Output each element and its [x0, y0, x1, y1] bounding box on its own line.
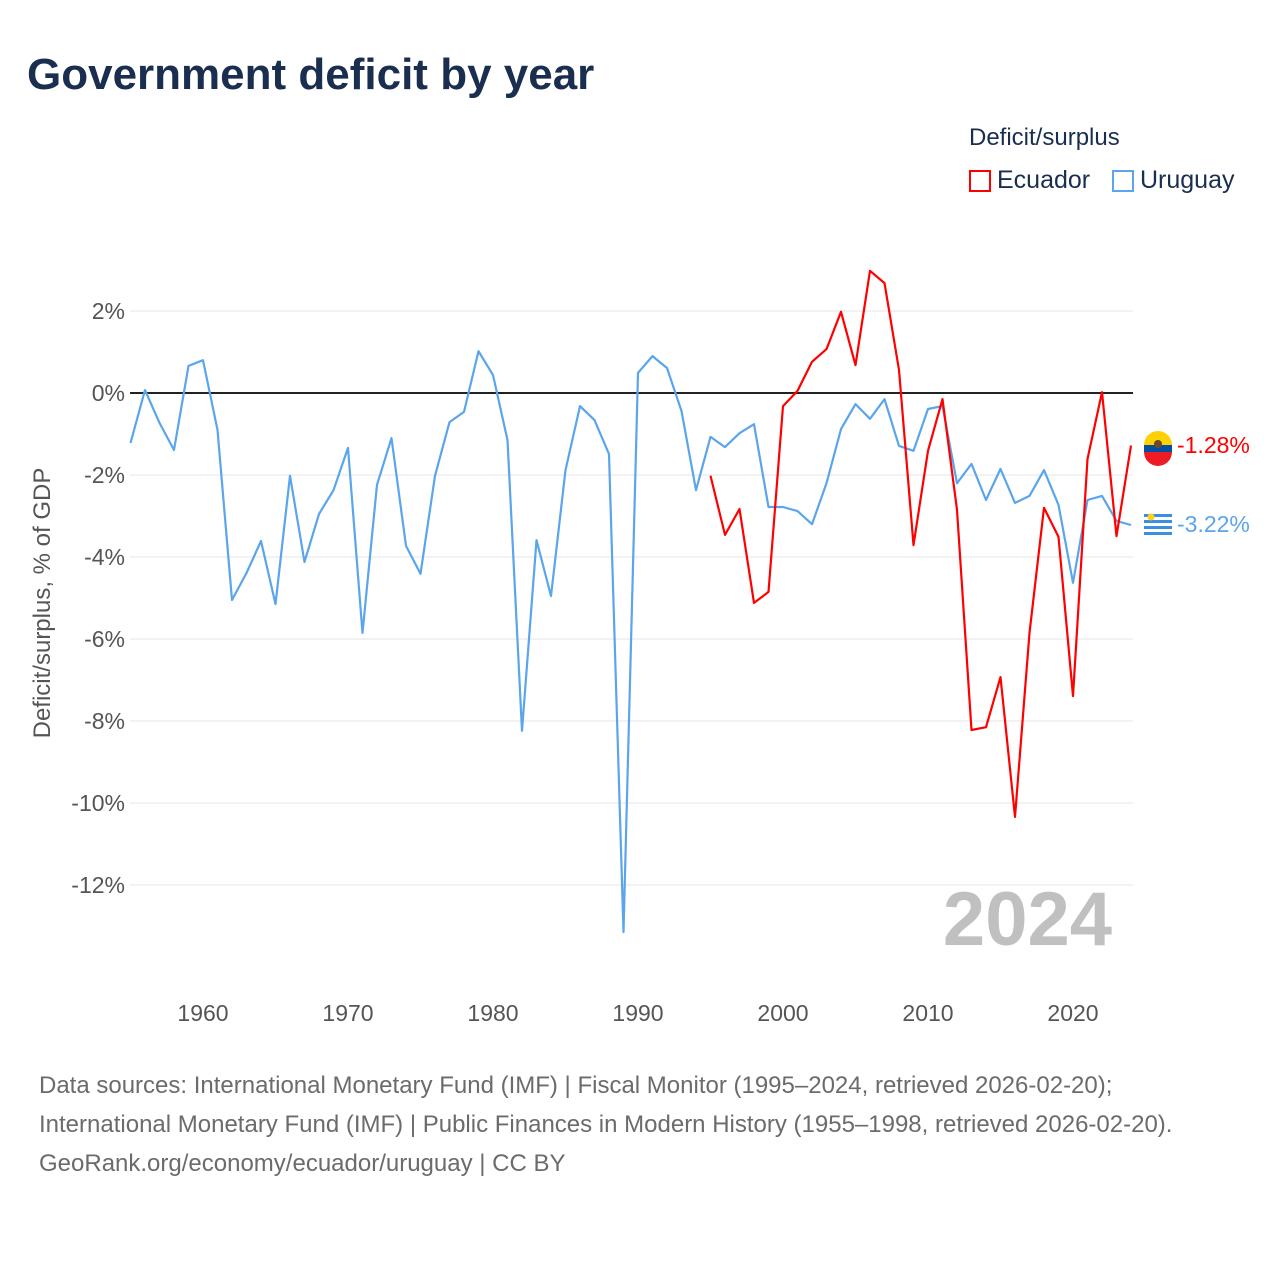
x-tick-label: 1990 [612, 1000, 663, 1026]
flag-icon-ecuador [1144, 431, 1172, 466]
y-tick-label: 2% [92, 298, 125, 324]
chart-title: Government deficit by year [27, 50, 595, 99]
flag-stripe [1144, 520, 1172, 523]
y-tick-label: -8% [84, 708, 125, 734]
series-line-ecuador [709, 269, 1133, 819]
legend-item-uruguay[interactable]: Uruguay [1112, 166, 1235, 195]
y-tick-label: -12% [71, 872, 125, 898]
y-axis-label: Deficit/surplus, % of GDP [29, 468, 56, 739]
flag-stripe [1144, 445, 1172, 452]
y-tick-label: -4% [84, 544, 125, 570]
year-annotation: 2024 [943, 877, 1112, 962]
legend-swatch-ecuador [969, 169, 991, 192]
series-line-uruguay [129, 350, 1132, 934]
y-tick-label: -10% [71, 790, 125, 816]
x-tick-label: 2000 [757, 1000, 808, 1026]
y-tick-label: -6% [84, 626, 125, 652]
x-tick-label: 1980 [467, 1000, 518, 1026]
legend-item-ecuador[interactable]: Ecuador [969, 166, 1090, 195]
flag-stripe [1144, 532, 1172, 535]
legend-swatch-uruguay [1112, 169, 1134, 192]
x-tick-label: 2020 [1047, 1000, 1098, 1026]
footer: Data sources: International Monetary Fun… [39, 1066, 1239, 1183]
data-sources: Data sources: International Monetary Fun… [39, 1072, 1173, 1138]
end-label-ecuador: -1.28% [1177, 432, 1250, 458]
flag-stripe [1144, 452, 1172, 466]
legend-title: Deficit/surplus [969, 124, 1120, 151]
end-label-uruguay: -3.22% [1177, 511, 1250, 537]
flag-stripe [1144, 514, 1172, 517]
y-tick-label: 0% [92, 380, 125, 406]
credit-link[interactable]: GeoRank.org/economy/ecuador/uruguay | CC… [39, 1150, 566, 1177]
flag-emblem [1154, 440, 1162, 448]
legend-label-uruguay: Uruguay [1140, 166, 1235, 194]
legend-label-ecuador: Ecuador [997, 166, 1091, 194]
x-tick-label: 2010 [902, 1000, 953, 1026]
y-tick-label: -2% [84, 462, 125, 488]
flag-stripe [1144, 526, 1172, 529]
flag-icon-uruguay [1144, 510, 1172, 538]
x-tick-label: 1970 [322, 1000, 373, 1026]
x-tick-label: 1960 [177, 1000, 228, 1026]
flag-sun [1147, 513, 1155, 521]
